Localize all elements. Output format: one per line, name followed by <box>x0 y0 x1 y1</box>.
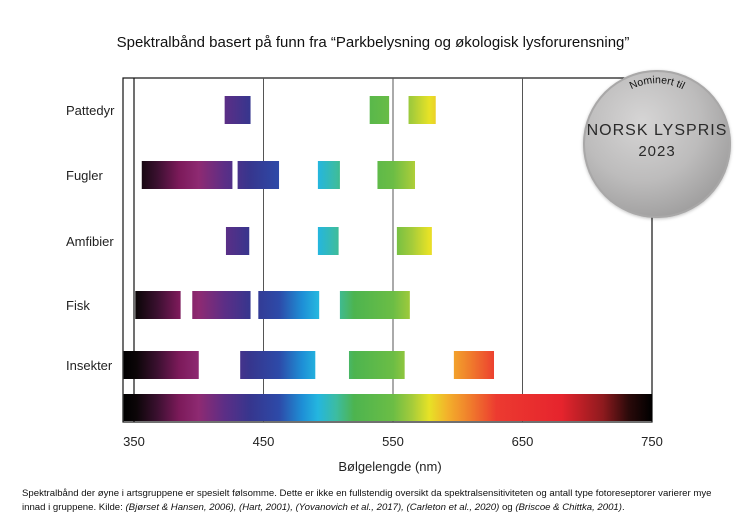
category-label-insekter: Insekter <box>66 358 113 373</box>
x-tick-650: 650 <box>512 434 534 449</box>
caption-sources-2: (Briscoe & Chittka, 2001) <box>515 502 622 513</box>
category-label-pattedyr: Pattedyr <box>66 103 115 118</box>
category-label-fisk: Fisk <box>66 298 90 313</box>
figure-caption: Spektralbånd der øyne i artsgruppene er … <box>22 487 728 515</box>
chart-title: Spektralbånd basert på funn fra “Parkbel… <box>116 34 630 51</box>
band-amfibier-421-439 <box>225 227 250 255</box>
caption-line-1: Spektralbånd der øyne i artsgruppene er … <box>22 488 712 499</box>
category-label-fugler: Fugler <box>66 168 104 183</box>
caption-line-2-prefix: innad i gruppene. Kilde: <box>22 502 126 513</box>
band-fisk-509-563 <box>339 291 410 319</box>
band-fisk-351-386 <box>135 291 181 319</box>
band-fisk-395-440 <box>192 291 251 319</box>
caption-end: . <box>621 502 625 513</box>
band-amfibier-492-508 <box>317 227 339 255</box>
x-tick-450: 450 <box>253 434 275 449</box>
band-pattedyr-562-583 <box>408 96 436 124</box>
band-fugler-430-462 <box>237 161 280 189</box>
band-insekter-597-628 <box>453 351 495 379</box>
spectral-band-chart: Pattedyr Fugler Amfibier Fisk Insekter 350 45… <box>66 77 663 474</box>
band-pattedyr-420-440 <box>224 96 251 124</box>
band-amfibier-553-580 <box>396 227 432 255</box>
band-fisk-446-493 <box>258 291 320 319</box>
plot-frame <box>122 77 653 423</box>
caption-sources-1: (Bjørset & Hansen, 2006), (Hart, 2001), … <box>125 502 500 513</box>
category-label-amfibier: Amfibier <box>66 234 114 249</box>
band-insekter-516-559 <box>348 351 405 379</box>
caption-sources-joiner: og <box>499 502 516 513</box>
band-fugler-356-426 <box>141 161 233 189</box>
band-fugler-538-567 <box>377 161 416 189</box>
x-tick-350: 350 <box>123 434 145 449</box>
band-pattedyr-532-547 <box>369 96 390 124</box>
badge-main-text: NORSK LYSPRIS <box>586 122 728 139</box>
x-axis-label: Bølgelengde (nm) <box>338 459 441 474</box>
badge-year-text: 2023 <box>638 143 676 160</box>
x-tick-750: 750 <box>641 434 663 449</box>
band-insekter-432-490 <box>240 351 316 379</box>
badge-top-text: Nominert til <box>628 74 687 92</box>
award-badge: Nominert til NORSK LYSPRIS 2023 <box>583 70 731 218</box>
spectrum-bar <box>123 394 652 421</box>
band-fugler-492-509 <box>317 161 340 189</box>
band-insekter-342-400 <box>123 351 199 379</box>
x-tick-550: 550 <box>382 434 404 449</box>
